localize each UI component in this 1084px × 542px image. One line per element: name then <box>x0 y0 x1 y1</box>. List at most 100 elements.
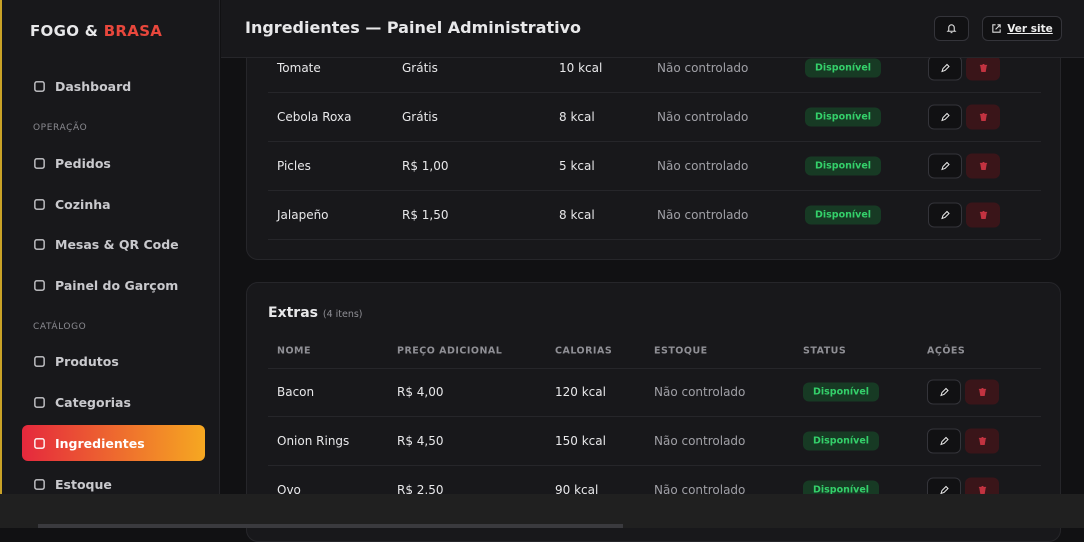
nav-icon <box>34 80 45 92</box>
table-cell: Não controlado <box>657 208 749 222</box>
table-cell: R$ 2,50 <box>397 483 444 497</box>
nav-icon <box>34 157 45 169</box>
table-cell: Não controlado <box>654 385 746 399</box>
delete-button[interactable] <box>966 202 1000 228</box>
delete-icon <box>979 210 987 220</box>
table-cell: Tomate <box>277 61 321 75</box>
delete-button[interactable] <box>966 153 1000 179</box>
header: Ingredientes — Painel Administrativo Ver… <box>221 0 1084 58</box>
edit-icon <box>940 485 949 494</box>
delete-button[interactable] <box>966 104 1000 130</box>
status-badge: Disponível <box>803 431 880 451</box>
edit-button[interactable] <box>928 153 962 179</box>
delete-button[interactable] <box>966 55 1000 81</box>
edit-button[interactable] <box>927 428 961 454</box>
column-header: ESTOQUE <box>654 345 708 357</box>
delete-button[interactable] <box>965 379 999 405</box>
delete-button[interactable] <box>965 428 999 454</box>
delete-icon <box>979 161 987 171</box>
nav-icon <box>34 437 45 449</box>
bottom-bar <box>0 494 1084 528</box>
nav-item[interactable]: Pedidos <box>22 145 205 181</box>
edit-button[interactable] <box>928 104 962 130</box>
status-badge: Disponível <box>805 156 882 176</box>
edit-icon <box>940 387 949 396</box>
row-separator <box>268 368 1041 369</box>
item-count: (4 itens) <box>322 309 363 320</box>
nav-label: Dashboard <box>55 78 132 94</box>
column-header: STATUS <box>803 345 847 357</box>
table-cell: 120 kcal <box>555 385 606 399</box>
row-separator <box>268 92 1041 93</box>
row-separator <box>268 416 1041 417</box>
table-cell: Cebola Roxa <box>277 110 352 124</box>
table-cell: 10 kcal <box>559 61 603 75</box>
nav-item[interactable]: Ingredientes <box>22 425 205 461</box>
table-cell: Ovo <box>277 483 301 497</box>
nav-label: Produtos <box>55 353 119 369</box>
column-header: PREÇO ADICIONAL <box>397 345 503 357</box>
table-cell: Não controlado <box>654 434 746 448</box>
nav-item[interactable]: Dashboard <box>22 68 205 104</box>
brand-accent: BRASA <box>103 22 163 40</box>
nav-icon <box>34 279 45 291</box>
nav-item[interactable]: Cozinha <box>22 186 205 222</box>
brand: FOGO & BRASA <box>30 22 162 40</box>
external-icon <box>992 24 1001 33</box>
nav-label: Categorias <box>55 394 131 410</box>
nav-label: Mesas & QR Code <box>55 236 179 252</box>
section-title: Extras (4 itens) <box>268 305 363 321</box>
edit-button[interactable] <box>928 55 962 81</box>
table-cell: Jalapeño <box>277 208 329 222</box>
delete-icon <box>979 63 987 73</box>
table-cell: Não controlado <box>657 110 749 124</box>
status-badge: Disponível <box>805 205 882 225</box>
delete-icon <box>979 112 987 122</box>
page-title: Ingredientes — Painel Administrativo <box>245 18 582 37</box>
table-cell: Grátis <box>402 110 438 124</box>
table-cell: R$ 1,50 <box>402 208 449 222</box>
nav-label: Cozinha <box>55 196 111 212</box>
table-cell: Onion Rings <box>277 434 350 448</box>
view-site-label: Ver site <box>1007 22 1053 35</box>
nav-item[interactable]: Estoque <box>22 466 205 502</box>
edit-icon <box>940 436 949 445</box>
view-site-button[interactable]: Ver site <box>982 16 1062 41</box>
status-badge: Disponível <box>805 107 882 127</box>
edit-button[interactable] <box>927 379 961 405</box>
edit-icon <box>941 161 950 170</box>
delete-icon <box>978 387 986 397</box>
nav-item[interactable]: Produtos <box>22 343 205 379</box>
nav-icon <box>34 198 45 210</box>
delete-icon <box>978 485 986 495</box>
nav-item[interactable]: Categorias <box>22 384 205 420</box>
bottom-strip-line <box>38 524 623 528</box>
section-label: OPERAÇÃO <box>33 123 88 133</box>
sidebar: FOGO & BRASA Dashboard OPERAÇÃO Pedidos Coz… <box>0 0 220 494</box>
nav-icon <box>34 396 45 408</box>
section-label: CATÁLOGO <box>33 322 87 332</box>
edit-button[interactable] <box>928 202 962 228</box>
table-cell: Picles <box>277 159 311 173</box>
table-cell: Não controlado <box>657 61 749 75</box>
status-badge: Disponível <box>803 382 880 402</box>
bell-icon <box>946 24 957 34</box>
edit-icon <box>941 112 950 121</box>
column-header: NOME <box>277 345 311 357</box>
row-separator <box>268 141 1041 142</box>
notifications-button[interactable] <box>934 16 969 41</box>
nav-icon <box>34 478 45 490</box>
delete-icon <box>978 436 986 446</box>
column-header: AÇÕES <box>927 345 966 357</box>
table-cell: 8 kcal <box>559 208 595 222</box>
row-separator <box>268 465 1041 466</box>
table-cell: 150 kcal <box>555 434 606 448</box>
nav-item[interactable]: Mesas & QR Code <box>22 226 205 262</box>
nav-item[interactable]: Painel do Garçom <box>22 267 205 303</box>
table-cell: Não controlado <box>657 159 749 173</box>
edit-icon <box>941 63 950 72</box>
nav-label: Ingredientes <box>55 435 145 451</box>
nav-label: Painel do Garçom <box>55 277 179 293</box>
table-cell: Bacon <box>277 385 315 399</box>
